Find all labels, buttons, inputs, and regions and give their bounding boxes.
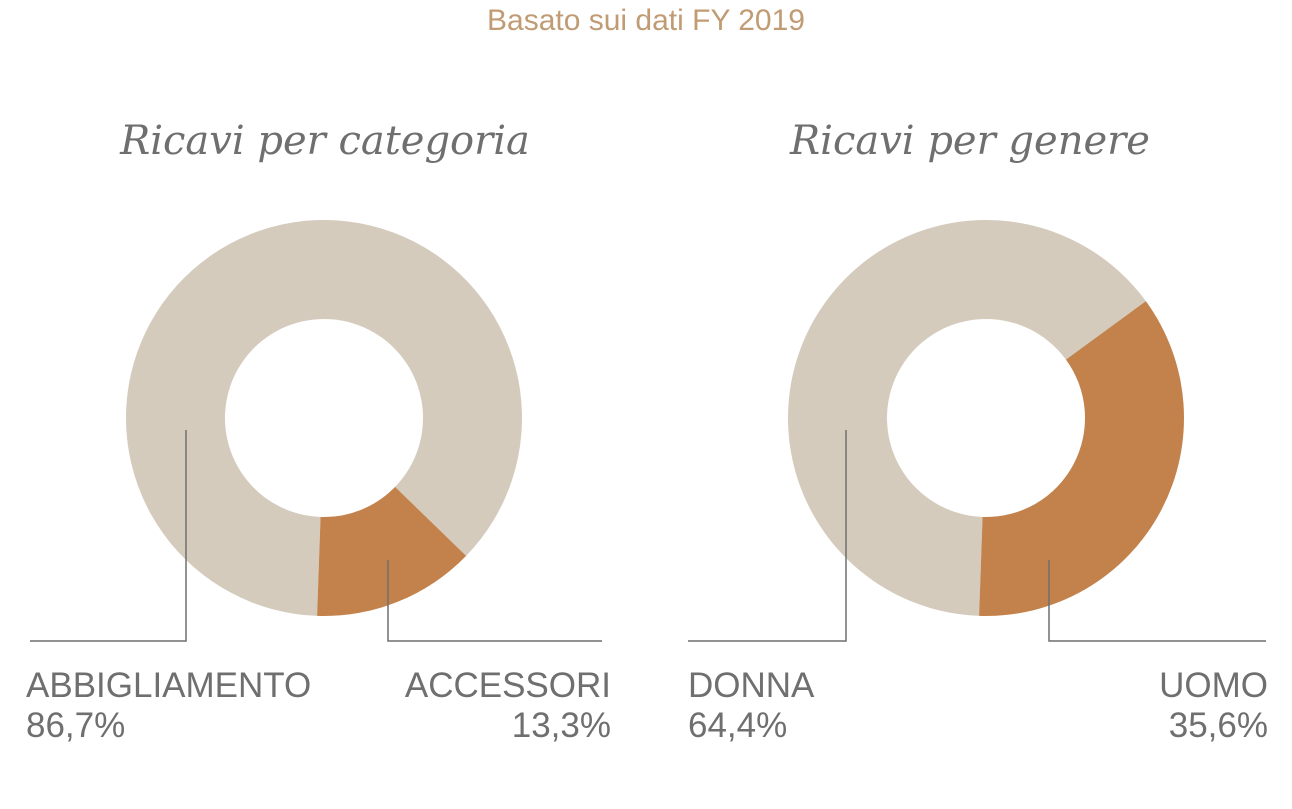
category-percentage: 13,3% bbox=[511, 706, 611, 745]
chart-title-categoria: Ricavi per categoria bbox=[120, 118, 530, 164]
category-percentage: 86,7% bbox=[26, 706, 126, 745]
donut-slice-uomo bbox=[979, 301, 1184, 616]
donut-slice-abbigliamento bbox=[125, 220, 522, 616]
legend-label-abbigliamento: ABBIGLIAMENTO 86,7% bbox=[26, 666, 311, 746]
leader-line-accessori bbox=[387, 560, 602, 642]
category-percentage: 35,6% bbox=[1168, 706, 1268, 745]
leader-line-uomo bbox=[1048, 560, 1266, 642]
donut-slice-accessori bbox=[317, 486, 467, 616]
legend-label-accessori: ACCESSORI 13,3% bbox=[388, 666, 611, 746]
category-name: DONNA bbox=[688, 666, 815, 705]
chart-subtitle: Basato sui dati FY 2019 bbox=[487, 4, 805, 37]
chart-title-genere: Ricavi per genere bbox=[790, 118, 1150, 164]
leader-line-abbigliamento bbox=[30, 430, 187, 642]
category-name: UOMO bbox=[1159, 666, 1268, 705]
category-percentage: 64,4% bbox=[688, 706, 788, 745]
donut-slice-donna bbox=[788, 220, 1146, 616]
leader-line-donna bbox=[688, 430, 847, 642]
category-name: ABBIGLIAMENTO bbox=[26, 666, 312, 705]
category-name: ACCESSORI bbox=[404, 666, 611, 705]
legend-label-uomo: UOMO 35,6% bbox=[1050, 666, 1268, 746]
legend-label-donna: DONNA 64,4% bbox=[688, 666, 814, 746]
